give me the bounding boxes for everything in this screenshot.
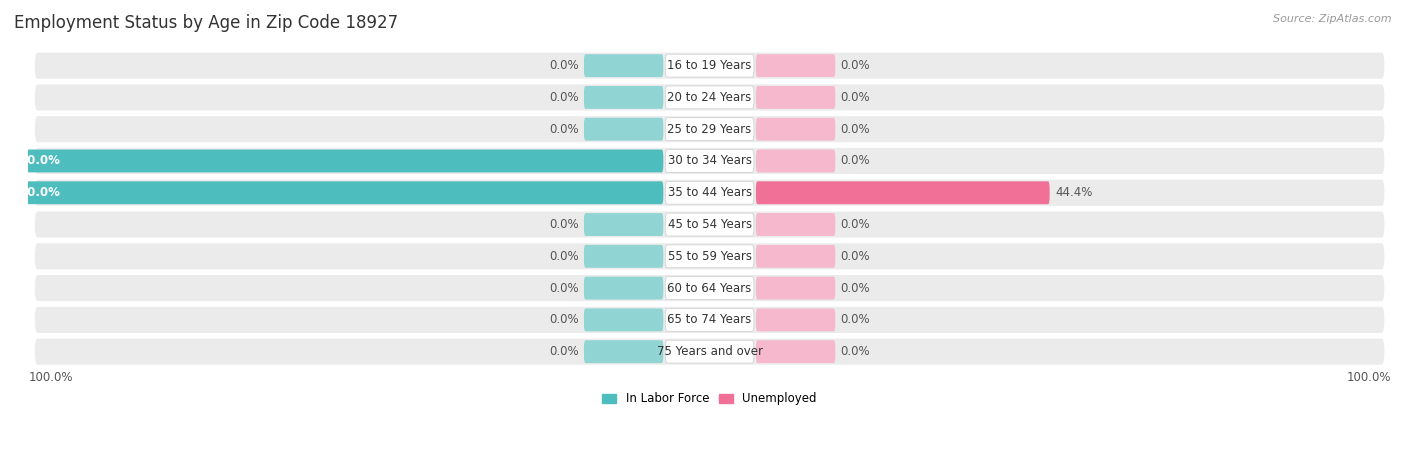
FancyBboxPatch shape bbox=[35, 53, 1385, 78]
Text: 0.0%: 0.0% bbox=[548, 345, 579, 358]
FancyBboxPatch shape bbox=[665, 308, 754, 331]
Text: 35 to 44 Years: 35 to 44 Years bbox=[668, 186, 752, 199]
FancyBboxPatch shape bbox=[583, 118, 664, 141]
FancyBboxPatch shape bbox=[665, 86, 754, 109]
FancyBboxPatch shape bbox=[756, 118, 835, 141]
Text: 0.0%: 0.0% bbox=[548, 59, 579, 72]
FancyBboxPatch shape bbox=[35, 212, 1385, 238]
Text: 0.0%: 0.0% bbox=[548, 281, 579, 295]
Text: 0.0%: 0.0% bbox=[548, 313, 579, 327]
Text: 0.0%: 0.0% bbox=[841, 91, 870, 104]
FancyBboxPatch shape bbox=[756, 213, 835, 236]
Text: 0.0%: 0.0% bbox=[841, 345, 870, 358]
FancyBboxPatch shape bbox=[35, 243, 1385, 269]
FancyBboxPatch shape bbox=[756, 308, 835, 331]
FancyBboxPatch shape bbox=[665, 340, 754, 363]
FancyBboxPatch shape bbox=[35, 307, 1385, 333]
Text: 45 to 54 Years: 45 to 54 Years bbox=[668, 218, 752, 231]
Text: 55 to 59 Years: 55 to 59 Years bbox=[668, 250, 752, 263]
FancyBboxPatch shape bbox=[665, 150, 754, 172]
FancyBboxPatch shape bbox=[1, 181, 664, 204]
FancyBboxPatch shape bbox=[583, 213, 664, 236]
FancyBboxPatch shape bbox=[756, 181, 1050, 204]
FancyBboxPatch shape bbox=[1, 150, 664, 172]
FancyBboxPatch shape bbox=[35, 275, 1385, 301]
FancyBboxPatch shape bbox=[583, 276, 664, 299]
FancyBboxPatch shape bbox=[583, 86, 664, 109]
Text: 75 Years and over: 75 Years and over bbox=[657, 345, 762, 358]
Text: 16 to 19 Years: 16 to 19 Years bbox=[668, 59, 752, 72]
FancyBboxPatch shape bbox=[756, 340, 835, 363]
Text: Employment Status by Age in Zip Code 18927: Employment Status by Age in Zip Code 189… bbox=[14, 14, 398, 32]
Text: 100.0%: 100.0% bbox=[1347, 371, 1391, 384]
Text: 0.0%: 0.0% bbox=[841, 250, 870, 263]
FancyBboxPatch shape bbox=[35, 339, 1385, 365]
FancyBboxPatch shape bbox=[665, 213, 754, 236]
FancyBboxPatch shape bbox=[35, 84, 1385, 110]
Text: 0.0%: 0.0% bbox=[841, 218, 870, 231]
FancyBboxPatch shape bbox=[665, 245, 754, 268]
Text: Source: ZipAtlas.com: Source: ZipAtlas.com bbox=[1274, 14, 1392, 23]
Text: 100.0%: 100.0% bbox=[11, 186, 60, 199]
FancyBboxPatch shape bbox=[583, 340, 664, 363]
Text: 0.0%: 0.0% bbox=[548, 218, 579, 231]
Text: 0.0%: 0.0% bbox=[841, 123, 870, 136]
FancyBboxPatch shape bbox=[756, 86, 835, 109]
FancyBboxPatch shape bbox=[583, 245, 664, 268]
Text: 0.0%: 0.0% bbox=[841, 155, 870, 167]
Text: 0.0%: 0.0% bbox=[841, 281, 870, 295]
FancyBboxPatch shape bbox=[35, 180, 1385, 206]
Text: 20 to 24 Years: 20 to 24 Years bbox=[668, 91, 752, 104]
FancyBboxPatch shape bbox=[756, 245, 835, 268]
Text: 0.0%: 0.0% bbox=[548, 91, 579, 104]
Text: 100.0%: 100.0% bbox=[28, 371, 73, 384]
FancyBboxPatch shape bbox=[665, 54, 754, 77]
Text: 0.0%: 0.0% bbox=[841, 313, 870, 327]
Text: 0.0%: 0.0% bbox=[548, 123, 579, 136]
FancyBboxPatch shape bbox=[665, 181, 754, 204]
FancyBboxPatch shape bbox=[756, 150, 835, 172]
Text: 0.0%: 0.0% bbox=[548, 250, 579, 263]
FancyBboxPatch shape bbox=[665, 276, 754, 299]
Text: 65 to 74 Years: 65 to 74 Years bbox=[668, 313, 752, 327]
FancyBboxPatch shape bbox=[35, 148, 1385, 174]
FancyBboxPatch shape bbox=[583, 54, 664, 77]
Text: 25 to 29 Years: 25 to 29 Years bbox=[668, 123, 752, 136]
Text: 30 to 34 Years: 30 to 34 Years bbox=[668, 155, 752, 167]
Text: 0.0%: 0.0% bbox=[841, 59, 870, 72]
FancyBboxPatch shape bbox=[665, 118, 754, 141]
Text: 100.0%: 100.0% bbox=[11, 155, 60, 167]
FancyBboxPatch shape bbox=[756, 54, 835, 77]
Text: 60 to 64 Years: 60 to 64 Years bbox=[668, 281, 752, 295]
FancyBboxPatch shape bbox=[583, 308, 664, 331]
Legend: In Labor Force, Unemployed: In Labor Force, Unemployed bbox=[598, 388, 821, 410]
Text: 44.4%: 44.4% bbox=[1054, 186, 1092, 199]
FancyBboxPatch shape bbox=[756, 276, 835, 299]
FancyBboxPatch shape bbox=[35, 116, 1385, 142]
